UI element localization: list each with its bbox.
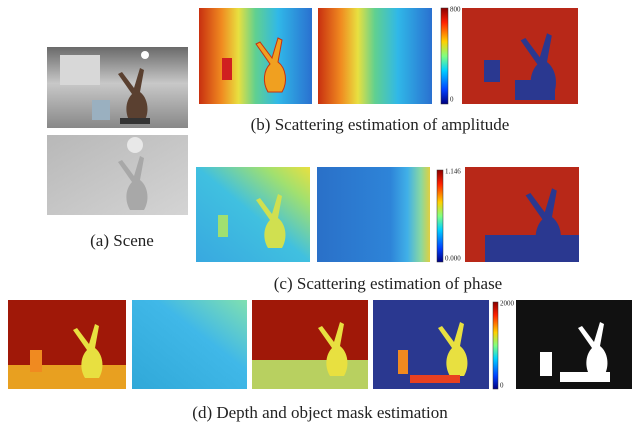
- depth-ground-truth: [373, 300, 489, 389]
- figure: 800 0 (b) Scattering estimation of ampli…: [0, 0, 640, 432]
- depth-estimate: [252, 300, 368, 389]
- caption: (b) Scattering estimation of amplitude: [251, 115, 510, 134]
- phase-map: [196, 167, 310, 262]
- phase-error-map: [465, 167, 579, 262]
- caption: (a) Scene: [90, 231, 154, 250]
- colorbar: [437, 170, 443, 262]
- colorbar-min: 0.000: [445, 255, 461, 263]
- caption: (d) Depth and object mask estimation: [192, 403, 448, 422]
- depth-scatter-map: [132, 300, 247, 389]
- amplitude-error-map: [462, 8, 578, 104]
- colorbar: [441, 8, 448, 104]
- depth-map: [8, 300, 126, 389]
- scene-image: [47, 47, 188, 128]
- phase-scatter-map: [317, 167, 430, 262]
- caption: (c) Scattering estimation of phase: [274, 274, 502, 293]
- colorbar-min: 0: [500, 382, 504, 390]
- foggy-scene-image: [47, 135, 188, 215]
- colorbar-max: 800: [450, 6, 461, 14]
- colorbar-max: 1.146: [445, 168, 461, 176]
- object-mask: [516, 300, 632, 389]
- amplitude-scatter-map: [318, 8, 432, 104]
- colorbar-min: 0: [450, 96, 454, 104]
- colorbar: [493, 302, 498, 389]
- amplitude-map: [199, 8, 312, 104]
- colorbar-max: 2000: [500, 300, 515, 308]
